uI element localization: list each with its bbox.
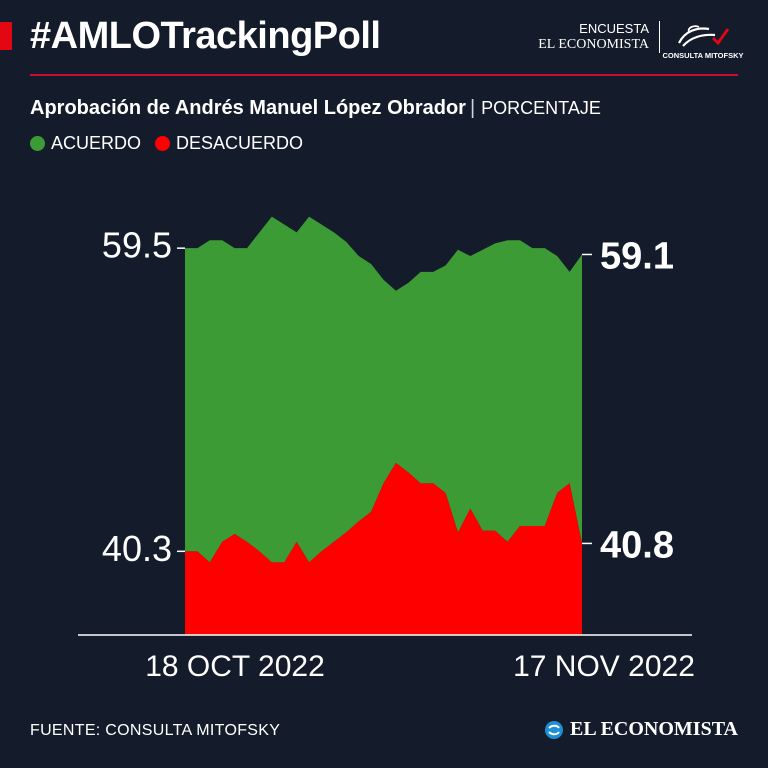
end-label-desacuerdo: 40.8 [600, 524, 674, 566]
start-label-desacuerdo: 40.3 [102, 528, 172, 569]
brand-line-encuesta: ENCUESTA [579, 21, 649, 36]
desacuerdo-area [185, 462, 582, 635]
legend-label-desacuerdo: DESACUERDO [176, 133, 304, 153]
chart-unit: PORCENTAJE [481, 98, 601, 118]
legend-dot-desacuerdo-icon [155, 136, 171, 151]
brand-header: ENCUESTA EL ECONOMISTA CONSULTA MITOFSKY [538, 14, 744, 60]
el-economista-logo-icon [545, 720, 563, 739]
x-tick-label-start: 18 OCT 2022 [145, 650, 325, 683]
legend: ACUERDO DESACUERDO [30, 133, 317, 154]
brand-line-economista: EL ECONOMISTA [538, 37, 649, 52]
footer-brand-text: EL ECONOMISTA [570, 718, 738, 740]
mitofsky-emblem-icon [678, 25, 730, 47]
start-label-acuerdo: 59.5 [102, 225, 172, 266]
footer-source: FUENTE: CONSULTA MITOFSKY [30, 722, 281, 739]
legend-item-desacuerdo: DESACUERDO [155, 133, 303, 154]
legend-dot-acuerdo-icon [30, 136, 45, 151]
mitofsky-logo: CONSULTA MITOFSKY [660, 14, 744, 60]
chart-subtitle: Aprobación de Andrés Manuel López Obrado… [30, 96, 601, 120]
mitofsky-label: CONSULTA MITOFSKY [662, 51, 744, 60]
acuerdo-area [185, 216, 582, 563]
brand-text: ENCUESTA EL ECONOMISTA [538, 21, 660, 53]
subtitle-separator: | [469, 97, 476, 119]
header-divider [30, 74, 738, 76]
legend-label-acuerdo: ACUERDO [51, 133, 142, 153]
hashtag-title: #AMLOTrackingPoll [30, 15, 381, 57]
x-tick-label-end: 17 NOV 2022 [513, 650, 695, 683]
end-label-acuerdo: 59.1 [600, 236, 674, 278]
chart-title: Aprobación de Andrés Manuel López Obrado… [30, 97, 466, 119]
accent-bar [0, 22, 12, 50]
footer-brand: EL ECONOMISTA [544, 718, 738, 741]
legend-item-acuerdo: ACUERDO [30, 133, 141, 154]
